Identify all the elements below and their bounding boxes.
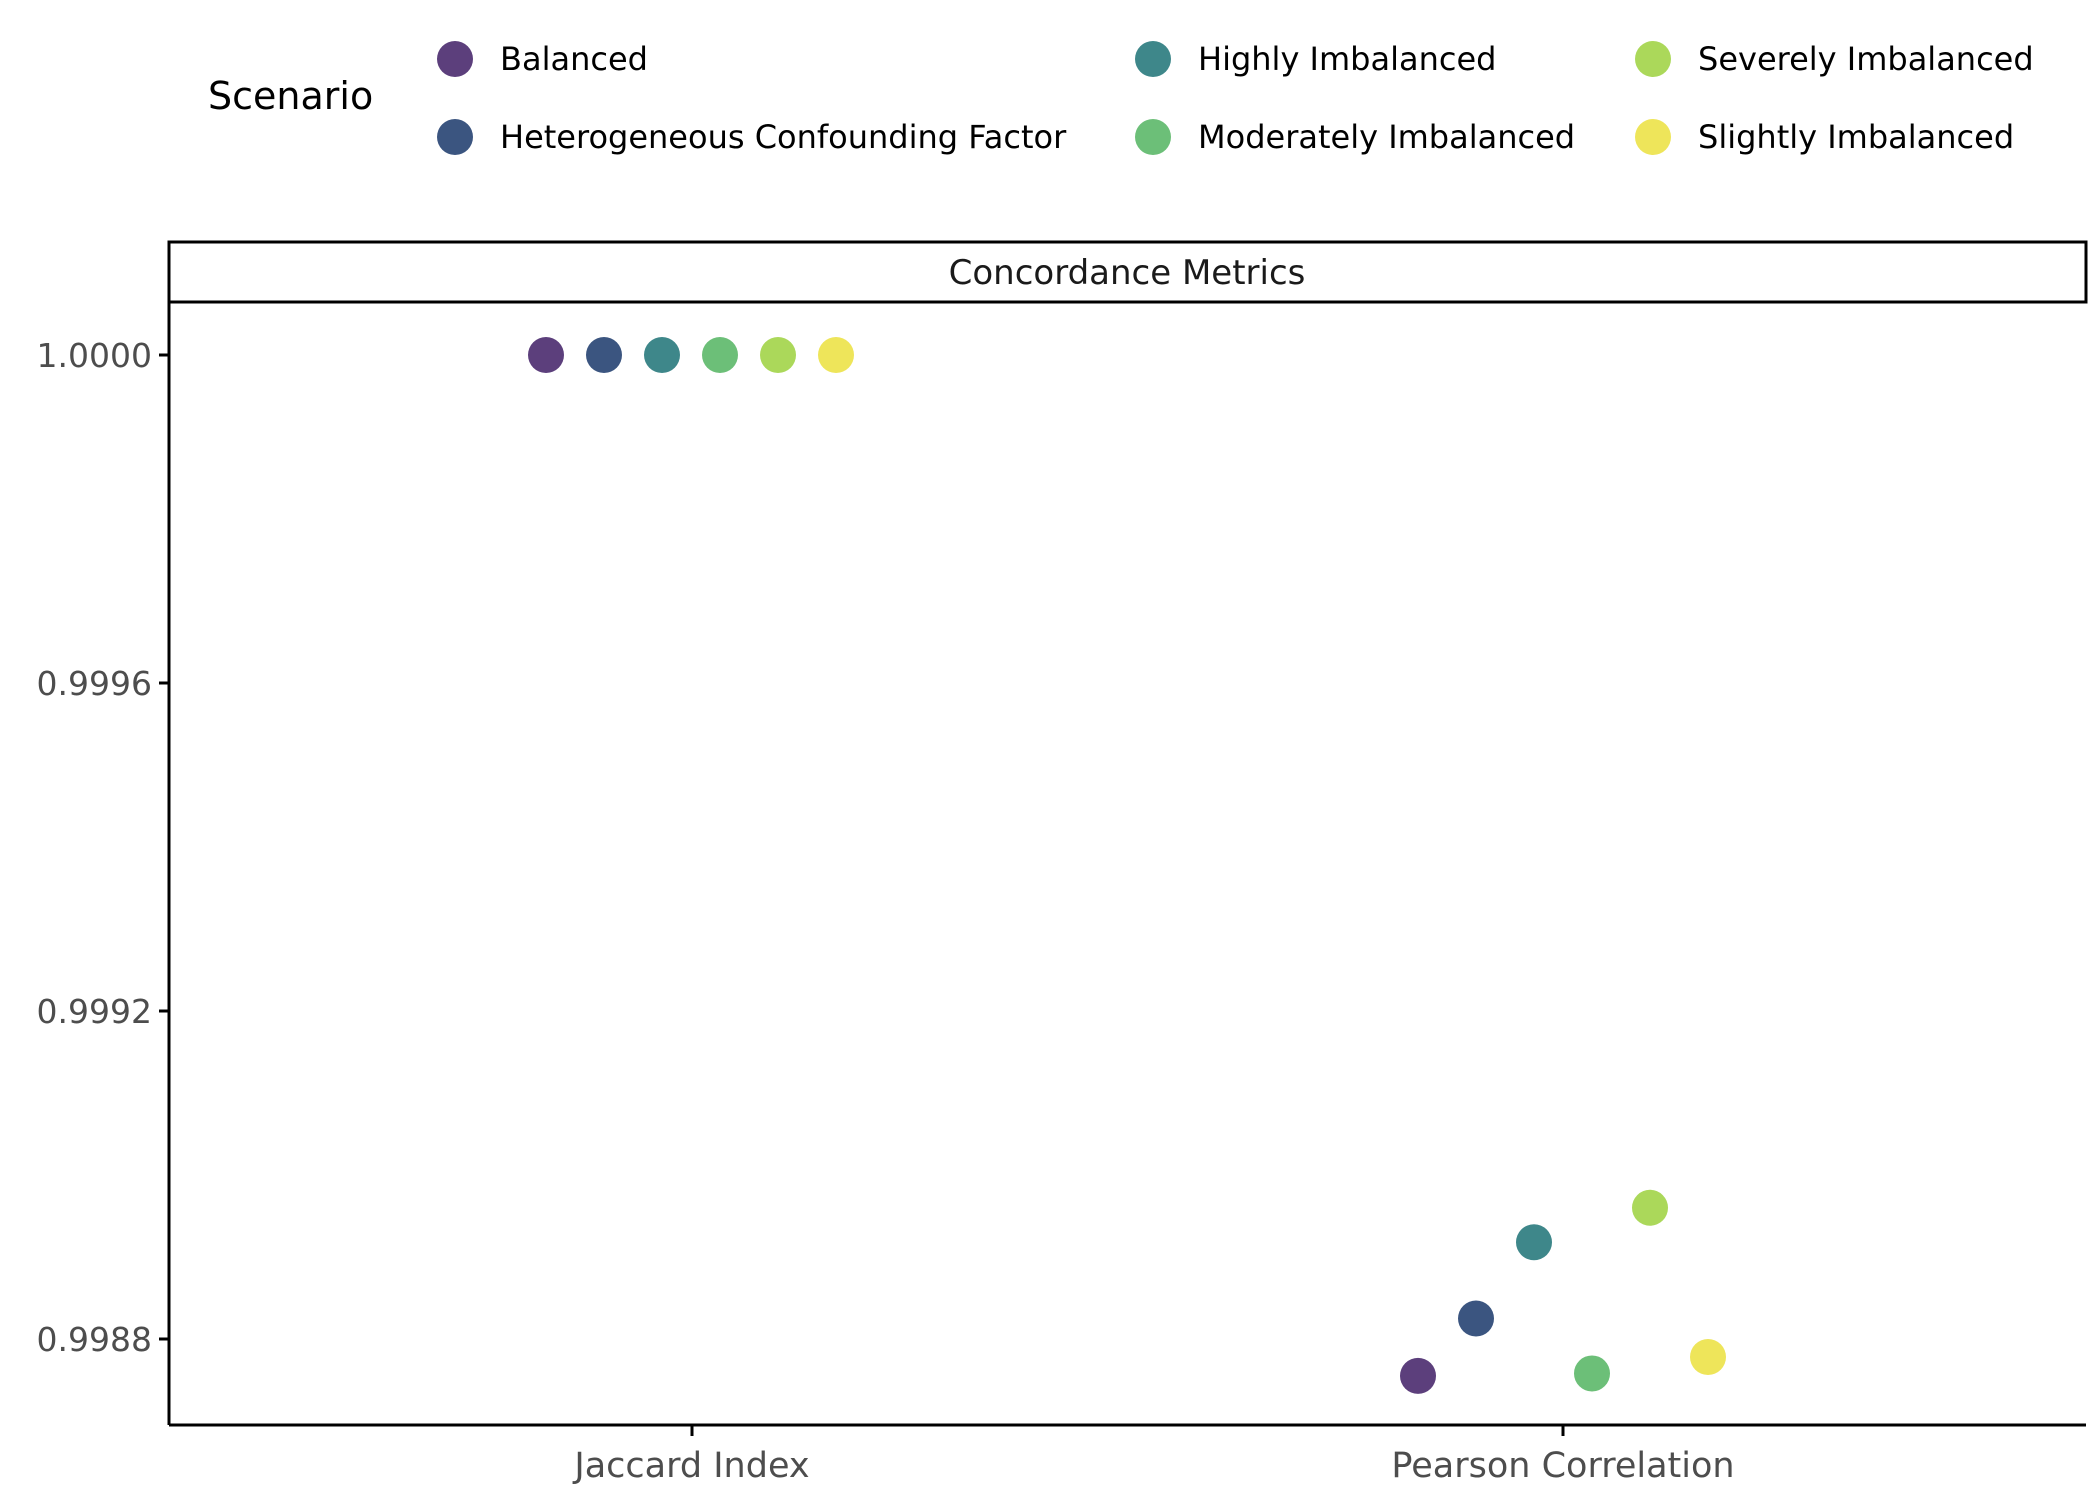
y-tick-label: 0.9992 (37, 992, 152, 1031)
legend-key (437, 119, 473, 155)
y-tick-label: 0.9988 (37, 1320, 152, 1359)
facet-label: Concordance Metrics (949, 253, 1306, 293)
legend-item-heterogeneous-confounding-factor: Heterogeneous Confounding Factor (437, 118, 1067, 156)
legend-item-moderately-imbalanced: Moderately Imbalanced (1135, 118, 1575, 156)
legend: Scenario Balanced Heterogeneous Confoundi… (208, 40, 2034, 156)
legend-key (437, 41, 473, 77)
legend-label: Balanced (500, 40, 648, 78)
data-points (528, 337, 1726, 1394)
legend-item-balanced: Balanced (437, 40, 648, 78)
y-tick-label: 1.0000 (37, 336, 152, 375)
y-tick-label: 0.9996 (37, 664, 152, 703)
x-tick-label: Pearson Correlation (1391, 1446, 1734, 1486)
data-point-heterogeneous-confounding-factor (586, 337, 622, 373)
legend-key (1635, 119, 1671, 155)
data-point-severely-imbalanced (1632, 1189, 1668, 1226)
legend-label: Slightly Imbalanced (1698, 118, 2014, 156)
data-point-balanced (1400, 1357, 1436, 1394)
data-point-balanced (528, 337, 564, 373)
data-point-heterogeneous-confounding-factor (1458, 1300, 1494, 1337)
data-point-moderately-imbalanced (1574, 1355, 1610, 1392)
data-point-slightly-imbalanced (1690, 1339, 1726, 1376)
x-tick-label: Jaccard Index (572, 1446, 809, 1486)
legend-label: Moderately Imbalanced (1198, 118, 1575, 156)
legend-label: Heterogeneous Confounding Factor (500, 118, 1067, 156)
legend-item-highly-imbalanced: Highly Imbalanced (1135, 40, 1496, 78)
data-point-highly-imbalanced (644, 337, 680, 373)
legend-item-slightly-imbalanced: Slightly Imbalanced (1635, 118, 2014, 156)
data-point-moderately-imbalanced (702, 337, 738, 373)
data-point-highly-imbalanced (1516, 1224, 1552, 1261)
legend-key (1635, 41, 1671, 77)
data-point-severely-imbalanced (760, 337, 796, 373)
legend-label: Highly Imbalanced (1198, 40, 1496, 78)
plot-panel: Concordance Metrics (167, 240, 2088, 1427)
x-axis: Jaccard Index Pearson Correlation (572, 1425, 1735, 1486)
data-point-slightly-imbalanced (818, 337, 854, 373)
legend-item-severely-imbalanced: Severely Imbalanced (1635, 40, 2034, 78)
legend-key (1135, 119, 1171, 155)
facet-strip (167, 240, 2088, 304)
legend-label: Severely Imbalanced (1698, 40, 2034, 78)
legend-title: Scenario (208, 74, 373, 118)
legend-key (1135, 41, 1171, 77)
y-axis: 0.9988 0.9992 0.9996 1.0000 (37, 336, 169, 1359)
